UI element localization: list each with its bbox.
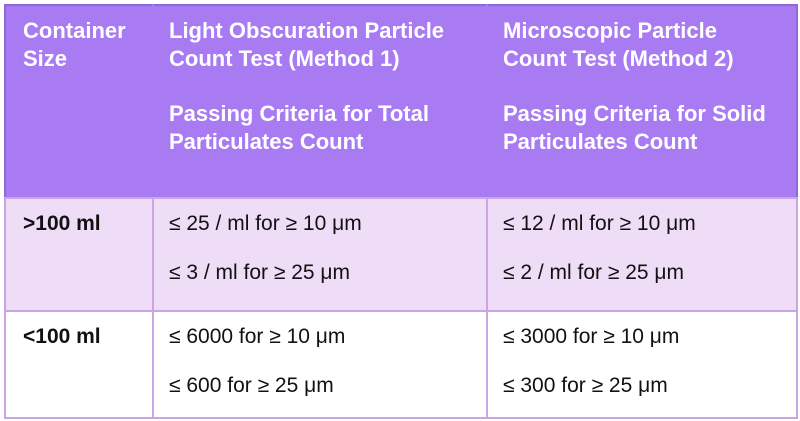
criteria-line: ≤ 600 for ≥ 25 μm: [169, 374, 334, 397]
header-cell-method2: Microscopic Particle Count Test (Method …: [486, 4, 798, 199]
criteria-line: ≤ 12 / ml for ≥ 10 μm: [503, 212, 696, 235]
criteria-line: ≤ 300 for ≥ 25 μm: [503, 374, 668, 397]
container-size-cell: >100 ml: [4, 197, 154, 312]
table-row-gt-100ml: >100 ml ≤ 25 / ml for ≥ 10 μm ≤ 3 / ml f…: [4, 197, 798, 312]
container-size-cell: <100 ml: [4, 310, 154, 419]
particle-count-table: Container Size Light Obscuration Particl…: [4, 4, 798, 419]
header-text: Light Obscuration Particle Count Test (M…: [169, 18, 445, 71]
header-subtext: Passing Criteria for Solid Particulates …: [503, 101, 766, 154]
header-subtext: Passing Criteria for Total Particulates …: [169, 101, 429, 154]
header-row: Container Size Light Obscuration Particl…: [4, 4, 798, 199]
header-text: Container Size: [23, 18, 126, 71]
header-cell-method1: Light Obscuration Particle Count Test (M…: [152, 4, 488, 199]
criteria-line: ≤ 6000 for ≥ 10 μm: [169, 325, 346, 348]
criteria-line: ≤ 2 / ml for ≥ 25 μm: [503, 261, 685, 284]
criteria-line: ≤ 3 / ml for ≥ 25 μm: [169, 261, 351, 284]
method2-criteria-cell: ≤ 3000 for ≥ 10 μm ≤ 300 for ≥ 25 μm: [486, 310, 798, 419]
criteria-line: ≤ 25 / ml for ≥ 10 μm: [169, 212, 362, 235]
method1-criteria-cell: ≤ 6000 for ≥ 10 μm ≤ 600 for ≥ 25 μm: [152, 310, 488, 419]
table-row-lt-100ml: <100 ml ≤ 6000 for ≥ 10 μm ≤ 600 for ≥ 2…: [4, 310, 798, 419]
header-text: Microscopic Particle Count Test (Method …: [503, 18, 734, 71]
criteria-line: ≤ 3000 for ≥ 10 μm: [503, 325, 680, 348]
method1-criteria-cell: ≤ 25 / ml for ≥ 10 μm ≤ 3 / ml for ≥ 25 …: [152, 197, 488, 312]
header-cell-container-size: Container Size: [4, 4, 154, 199]
method2-criteria-cell: ≤ 12 / ml for ≥ 10 μm ≤ 2 / ml for ≥ 25 …: [486, 197, 798, 312]
